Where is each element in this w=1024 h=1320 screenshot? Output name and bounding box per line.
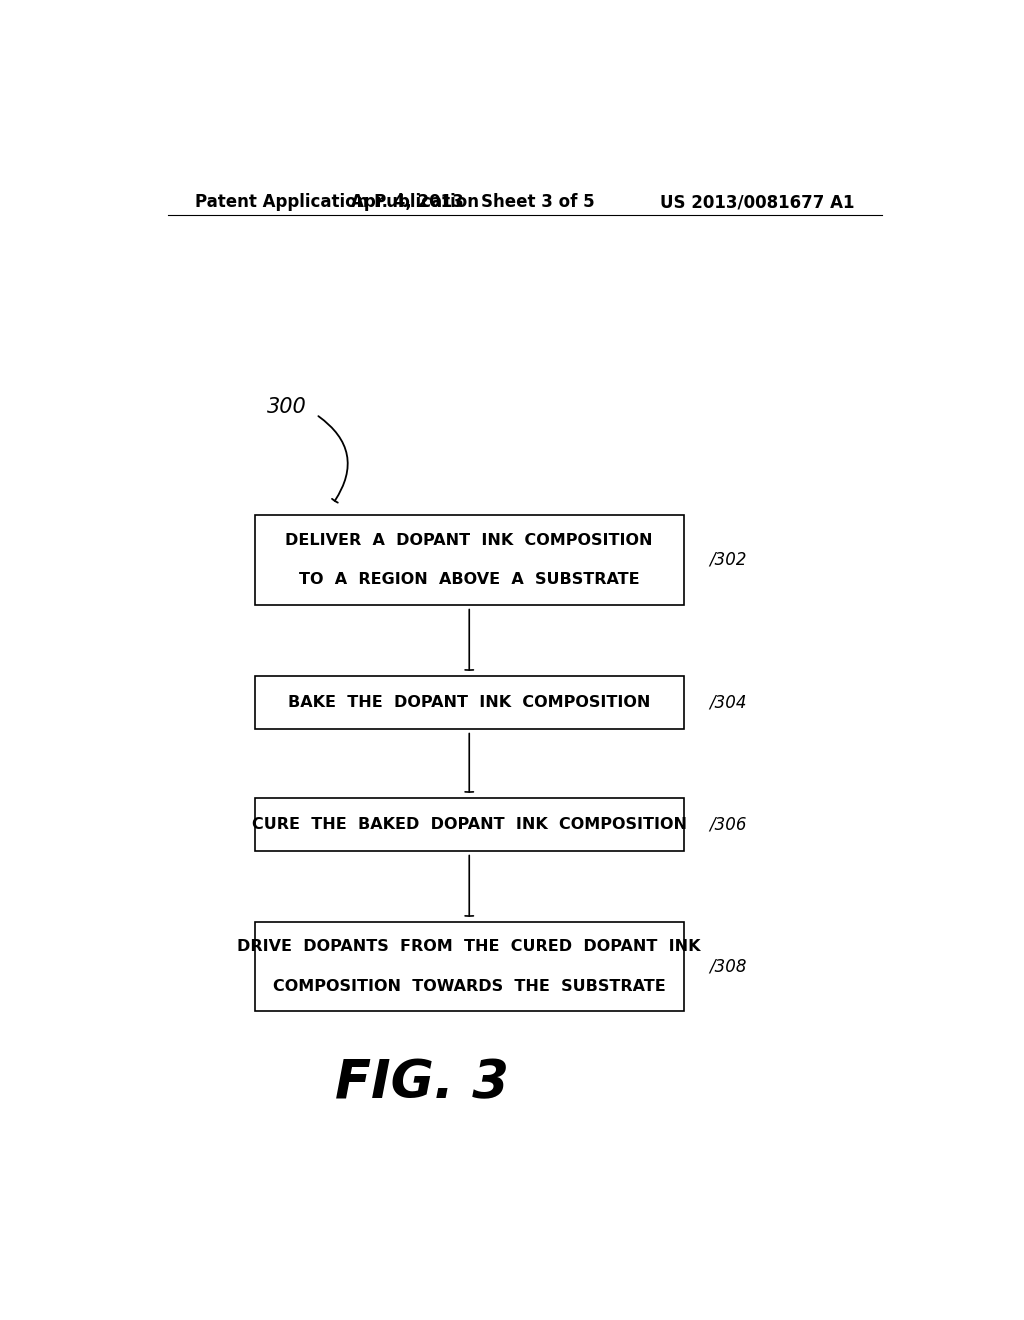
FancyBboxPatch shape — [255, 797, 684, 850]
Text: /302: /302 — [709, 550, 746, 569]
Text: US 2013/0081677 A1: US 2013/0081677 A1 — [659, 193, 854, 211]
Text: Patent Application Publication: Patent Application Publication — [196, 193, 479, 211]
FancyBboxPatch shape — [255, 515, 684, 605]
Text: FIG. 3: FIG. 3 — [335, 1057, 509, 1109]
Text: BAKE  THE  DOPANT  INK  COMPOSITION: BAKE THE DOPANT INK COMPOSITION — [288, 694, 650, 710]
Text: 300: 300 — [267, 397, 306, 417]
FancyBboxPatch shape — [255, 921, 684, 1011]
Text: /308: /308 — [709, 957, 746, 975]
Text: /306: /306 — [709, 816, 746, 833]
Text: CURE  THE  BAKED  DOPANT  INK  COMPOSITION: CURE THE BAKED DOPANT INK COMPOSITION — [252, 817, 687, 832]
FancyBboxPatch shape — [255, 676, 684, 729]
Text: /304: /304 — [709, 693, 746, 711]
Text: Apr. 4, 2013   Sheet 3 of 5: Apr. 4, 2013 Sheet 3 of 5 — [351, 193, 595, 211]
Text: DRIVE  DOPANTS  FROM  THE  CURED  DOPANT  INK: DRIVE DOPANTS FROM THE CURED DOPANT INK — [238, 940, 701, 954]
Text: DELIVER  A  DOPANT  INK  COMPOSITION: DELIVER A DOPANT INK COMPOSITION — [286, 533, 653, 548]
Text: TO  A  REGION  ABOVE  A  SUBSTRATE: TO A REGION ABOVE A SUBSTRATE — [299, 572, 640, 587]
Text: COMPOSITION  TOWARDS  THE  SUBSTRATE: COMPOSITION TOWARDS THE SUBSTRATE — [272, 978, 666, 994]
